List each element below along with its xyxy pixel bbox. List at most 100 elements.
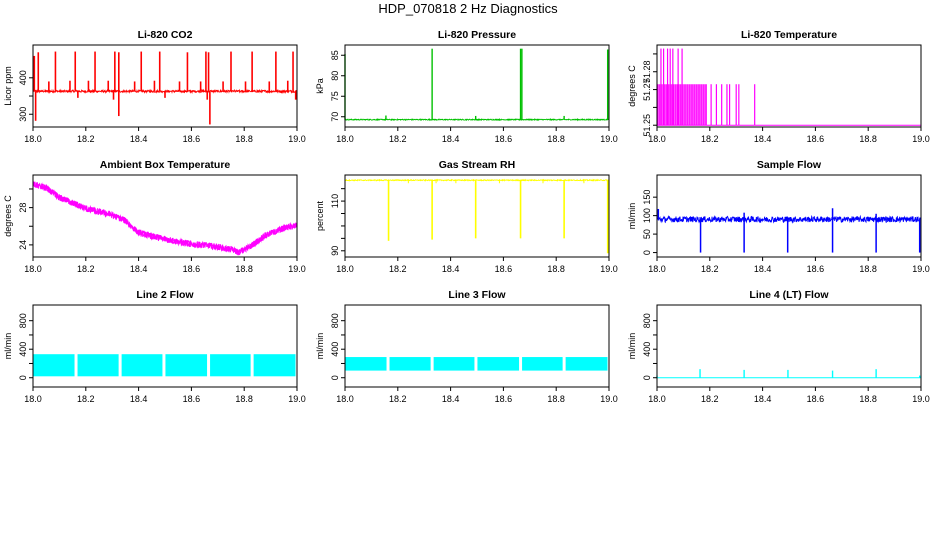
x-tick-label: 19.0 (288, 134, 306, 144)
x-tick-label: 18.6 (807, 134, 825, 144)
y-tick-label: 80 (330, 71, 340, 81)
x-tick-label: 18.8 (235, 394, 253, 404)
x-tick-label: 18.2 (701, 394, 719, 404)
chart-svg: Gas Stream RH percent 18.0 18.2 18.4 18.6 18.8… (315, 159, 618, 274)
panel-gas-rh: Gas Stream RH percent 18.0 18.2 18.4 18.6 18.8… (312, 153, 624, 283)
y-tick-label: 400 (330, 342, 340, 357)
series-line (656, 214, 922, 224)
x-tick-label: 18.6 (807, 264, 825, 274)
plot-frame (656, 44, 922, 128)
series-line (32, 181, 298, 256)
chart-svg: Line 4 (LT) Flow ml/min 18.0 18.2 18.4 18.6 18… (627, 289, 930, 404)
plot-frame (656, 174, 922, 258)
x-tick-label: 18.8 (859, 394, 877, 404)
y-axis-label: percent (315, 200, 325, 231)
x-tick-label: 18.0 (648, 394, 666, 404)
x-tick-label: 18.4 (754, 394, 772, 404)
y-tick-label: 75 (330, 91, 340, 101)
data-series (344, 178, 610, 254)
x-tick-label: 19.0 (288, 394, 306, 404)
chart-title: Sample Flow (757, 159, 822, 171)
y-tick-label: 800 (642, 313, 652, 328)
data-series (656, 208, 922, 253)
x-tick-label: 19.0 (600, 134, 618, 144)
chart-svg: Line 2 Flow ml/min 18.0 18.2 18.4 18.6 18.8 19.… (3, 289, 306, 404)
data-series (33, 354, 296, 377)
chart-svg: Ambient Box Temperature degrees C 18.0 18.2… (3, 159, 306, 274)
panel-sample-flow: Sample Flow ml/min 18.0 18.2 18.4 18.6 18.8 19.… (624, 153, 936, 283)
series-line (344, 178, 610, 182)
x-tick-label: 18.6 (183, 394, 201, 404)
y-tick-label: 0 (642, 250, 652, 255)
y-axis-label: ml/min (315, 333, 325, 360)
x-tick-label: 18.8 (859, 264, 877, 274)
x-tick-label: 19.0 (912, 394, 930, 404)
chart-svg: Line 3 Flow ml/min 18.0 18.2 18.4 18.6 18.8 19.… (315, 289, 618, 404)
y-tick-label: 51.25 (642, 114, 652, 137)
flow-band-segment (477, 357, 520, 371)
x-tick-label: 18.4 (130, 264, 148, 274)
y-tick-label: 300 (18, 107, 28, 122)
flow-band-segment (121, 354, 163, 377)
y-axis-label: kPa (315, 78, 325, 94)
chart-title: Gas Stream RH (439, 159, 515, 171)
figure-title: HDP_070818 2 Hz Diagnostics (378, 1, 558, 16)
panel-box-temp: Ambient Box Temperature degrees C 18.0 18.2… (0, 153, 312, 283)
x-tick-label: 18.2 (389, 134, 407, 144)
y-axis-label: Licor ppm (3, 66, 13, 106)
panel-line4-flow: Line 4 (LT) Flow ml/min 18.0 18.2 18.4 18.6 18… (624, 283, 936, 413)
x-tick-label: 18.0 (24, 264, 42, 274)
flow-band-segment (33, 354, 75, 377)
chart-title: Line 3 Flow (448, 289, 506, 301)
panel-line3-flow: Line 3 Flow ml/min 18.0 18.2 18.4 18.6 18.8 19.… (312, 283, 624, 413)
plot-frame (344, 174, 610, 258)
plot-frame (32, 174, 298, 258)
x-tick-label: 18.8 (547, 264, 565, 274)
plot-frame (656, 304, 922, 388)
y-axis-label: degrees C (3, 195, 13, 237)
x-tick-label: 18.2 (77, 394, 95, 404)
y-tick-label: 100 (642, 208, 652, 223)
chart-title: Ambient Box Temperature (100, 159, 231, 171)
y-tick-label: 51.28 (642, 60, 652, 83)
y-tick-label: 800 (330, 313, 340, 328)
flow-band-segment (345, 357, 387, 371)
chart-title: Li-820 CO2 (138, 29, 193, 41)
x-tick-label: 18.0 (24, 134, 42, 144)
data-series (345, 357, 608, 371)
x-tick-label: 18.0 (336, 394, 354, 404)
y-axis-label: ml/min (3, 333, 13, 360)
y-tick-label: 28 (18, 203, 28, 213)
x-tick-label: 18.6 (183, 134, 201, 144)
y-tick-label: 150 (642, 190, 652, 205)
flow-band-segment (565, 357, 608, 371)
x-tick-label: 19.0 (912, 264, 930, 274)
x-tick-label: 18.0 (24, 394, 42, 404)
y-axis-label: ml/min (627, 333, 637, 360)
y-tick-label: 0 (330, 375, 340, 380)
plot-frame (32, 44, 298, 128)
y-tick-label: 0 (18, 375, 28, 380)
x-tick-label: 18.8 (235, 264, 253, 274)
x-tick-label: 18.0 (336, 134, 354, 144)
chart-svg: Li-820 CO2 Licor ppm 18.0 18.2 18.4 18.6 18.8 1… (3, 29, 306, 144)
flow-band-segment (433, 357, 475, 371)
x-tick-label: 18.4 (130, 394, 148, 404)
y-axis-label: ml/min (627, 203, 637, 230)
x-tick-label: 19.0 (288, 264, 306, 274)
data-series (656, 369, 921, 379)
x-tick-label: 18.6 (495, 394, 513, 404)
x-tick-label: 18.8 (859, 134, 877, 144)
x-tick-label: 18.2 (389, 394, 407, 404)
x-tick-label: 18.0 (336, 264, 354, 274)
y-tick-label: 800 (18, 313, 28, 328)
data-series (32, 181, 298, 256)
chart-title: Li-820 Temperature (741, 29, 837, 41)
x-tick-label: 18.2 (701, 264, 719, 274)
x-tick-label: 19.0 (912, 134, 930, 144)
x-tick-label: 18.6 (495, 264, 513, 274)
x-tick-label: 18.4 (442, 264, 460, 274)
x-tick-label: 18.0 (648, 264, 666, 274)
flow-band-segment (165, 354, 208, 377)
plot-frame (344, 304, 610, 388)
